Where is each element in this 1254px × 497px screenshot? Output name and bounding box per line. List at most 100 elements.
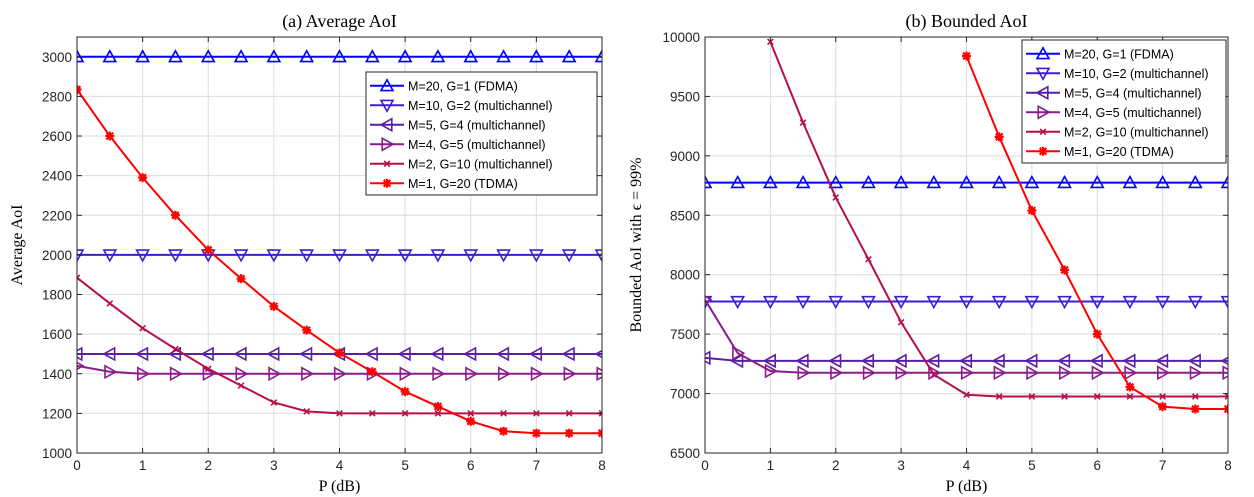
data-point xyxy=(861,295,876,310)
legend-box xyxy=(365,71,598,196)
data-point xyxy=(926,353,940,369)
legend-label: M=5, G=4 (multichannel) xyxy=(408,118,546,132)
data-point xyxy=(1024,295,1040,310)
data-point xyxy=(1061,393,1068,400)
data-point xyxy=(302,325,312,335)
legend-label: M=20, G=1 (FDMA) xyxy=(408,79,518,93)
series-1 xyxy=(705,295,1228,310)
data-point xyxy=(1089,174,1105,189)
data-point xyxy=(865,255,872,263)
legend-marker xyxy=(382,178,392,188)
data-point xyxy=(561,49,577,63)
data-point xyxy=(762,353,776,369)
x-tick-label: 5 xyxy=(401,458,409,473)
data-point xyxy=(204,365,212,373)
data-point xyxy=(104,364,118,380)
data-point xyxy=(1187,353,1201,369)
legend-label: M=2, G=10 (multichannel) xyxy=(1064,125,1209,139)
data-point xyxy=(1159,393,1166,400)
x-tick-label: 7 xyxy=(533,458,541,473)
data-point xyxy=(77,49,85,63)
data-point xyxy=(233,49,249,63)
data-point xyxy=(368,410,376,417)
data-point xyxy=(235,366,249,382)
data-point xyxy=(1060,265,1070,275)
y-tick-label: 1800 xyxy=(42,288,72,303)
legend-entry: M=1, G=20 (TDMA) xyxy=(370,177,518,191)
data-point xyxy=(203,245,213,255)
legend-marker xyxy=(1035,85,1049,101)
data-point xyxy=(397,49,413,63)
data-point xyxy=(1093,393,1101,400)
data-point xyxy=(895,365,909,381)
legend-entry: M=4, G=5 (multichannel) xyxy=(370,136,546,152)
data-point xyxy=(1190,404,1200,414)
ticks: 0 1 2 3 4 5 6 7 8 6500 7000 7500 8000 8500 9000 9500 100… xyxy=(662,30,1231,473)
data-point xyxy=(397,249,413,263)
data-point xyxy=(529,49,544,63)
data-point xyxy=(169,366,184,382)
data-point xyxy=(168,49,183,63)
data-point xyxy=(531,428,541,438)
x-axis-label: P (dB) xyxy=(319,478,361,495)
y-tick-label: 8500 xyxy=(670,208,700,223)
data-point xyxy=(1027,206,1037,216)
data-point xyxy=(561,346,575,362)
data-point xyxy=(1089,295,1105,310)
x-tick-label: 6 xyxy=(467,458,475,473)
series-line xyxy=(77,364,602,375)
legend-marker xyxy=(1035,46,1051,60)
x-tick-label: 5 xyxy=(1028,458,1036,473)
data-point xyxy=(303,408,311,415)
data-point xyxy=(561,249,577,263)
data-point xyxy=(430,346,444,362)
data-point xyxy=(1189,365,1203,381)
data-point xyxy=(926,174,942,189)
y-tick-label: 1400 xyxy=(42,367,72,382)
legend-entry: M=1, G=20 (TDMA) xyxy=(1026,145,1174,159)
data-point xyxy=(236,274,246,284)
y-axis-label: Average AoI xyxy=(9,205,26,286)
data-point xyxy=(1122,295,1138,310)
x-tick-label: 3 xyxy=(897,458,905,473)
data-point xyxy=(495,346,510,362)
y-tick-label: 2800 xyxy=(42,89,72,104)
data-point xyxy=(202,366,216,382)
data-point xyxy=(530,366,545,382)
data-point xyxy=(465,366,479,382)
data-point xyxy=(763,295,778,310)
legend-marker xyxy=(1039,128,1047,136)
data-point xyxy=(565,410,573,417)
y-tick-label: 9000 xyxy=(670,149,700,164)
data-point xyxy=(266,346,280,362)
data-point xyxy=(705,295,713,304)
data-point xyxy=(364,249,380,263)
data-point xyxy=(433,401,443,411)
data-point xyxy=(299,346,313,362)
data-point xyxy=(730,353,744,369)
data-point xyxy=(1024,353,1038,369)
data-point xyxy=(463,346,477,362)
data-point xyxy=(434,410,442,417)
ticks: 0 1 2 3 4 5 6 7 8 1000 1200 1400 1600 1800 2000 2200 240… xyxy=(42,37,606,473)
data-point xyxy=(1122,174,1138,189)
data-point xyxy=(106,300,114,307)
y-tick-label: 1000 xyxy=(42,446,72,461)
data-point xyxy=(995,393,1003,400)
plot-series xyxy=(705,38,1228,414)
series-0 xyxy=(77,49,602,63)
series-2 xyxy=(705,350,1228,369)
data-point xyxy=(828,353,842,369)
x-tick-label: 0 xyxy=(73,458,81,473)
data-point xyxy=(299,249,315,263)
legend-label: M=1, G=20 (TDMA) xyxy=(408,177,518,191)
data-point xyxy=(102,249,118,263)
data-point xyxy=(1028,393,1036,400)
data-point xyxy=(1157,365,1171,381)
chart-panel-bounded-aoi: 0 1 2 3 4 5 6 7 8 6500 7000 7500 8000 8500 9000 9500 100… xyxy=(628,11,1232,495)
data-point xyxy=(959,174,974,189)
data-point xyxy=(1220,356,1228,366)
data-point xyxy=(463,49,479,63)
legend-marker xyxy=(1035,67,1051,81)
data-point xyxy=(1092,329,1102,339)
